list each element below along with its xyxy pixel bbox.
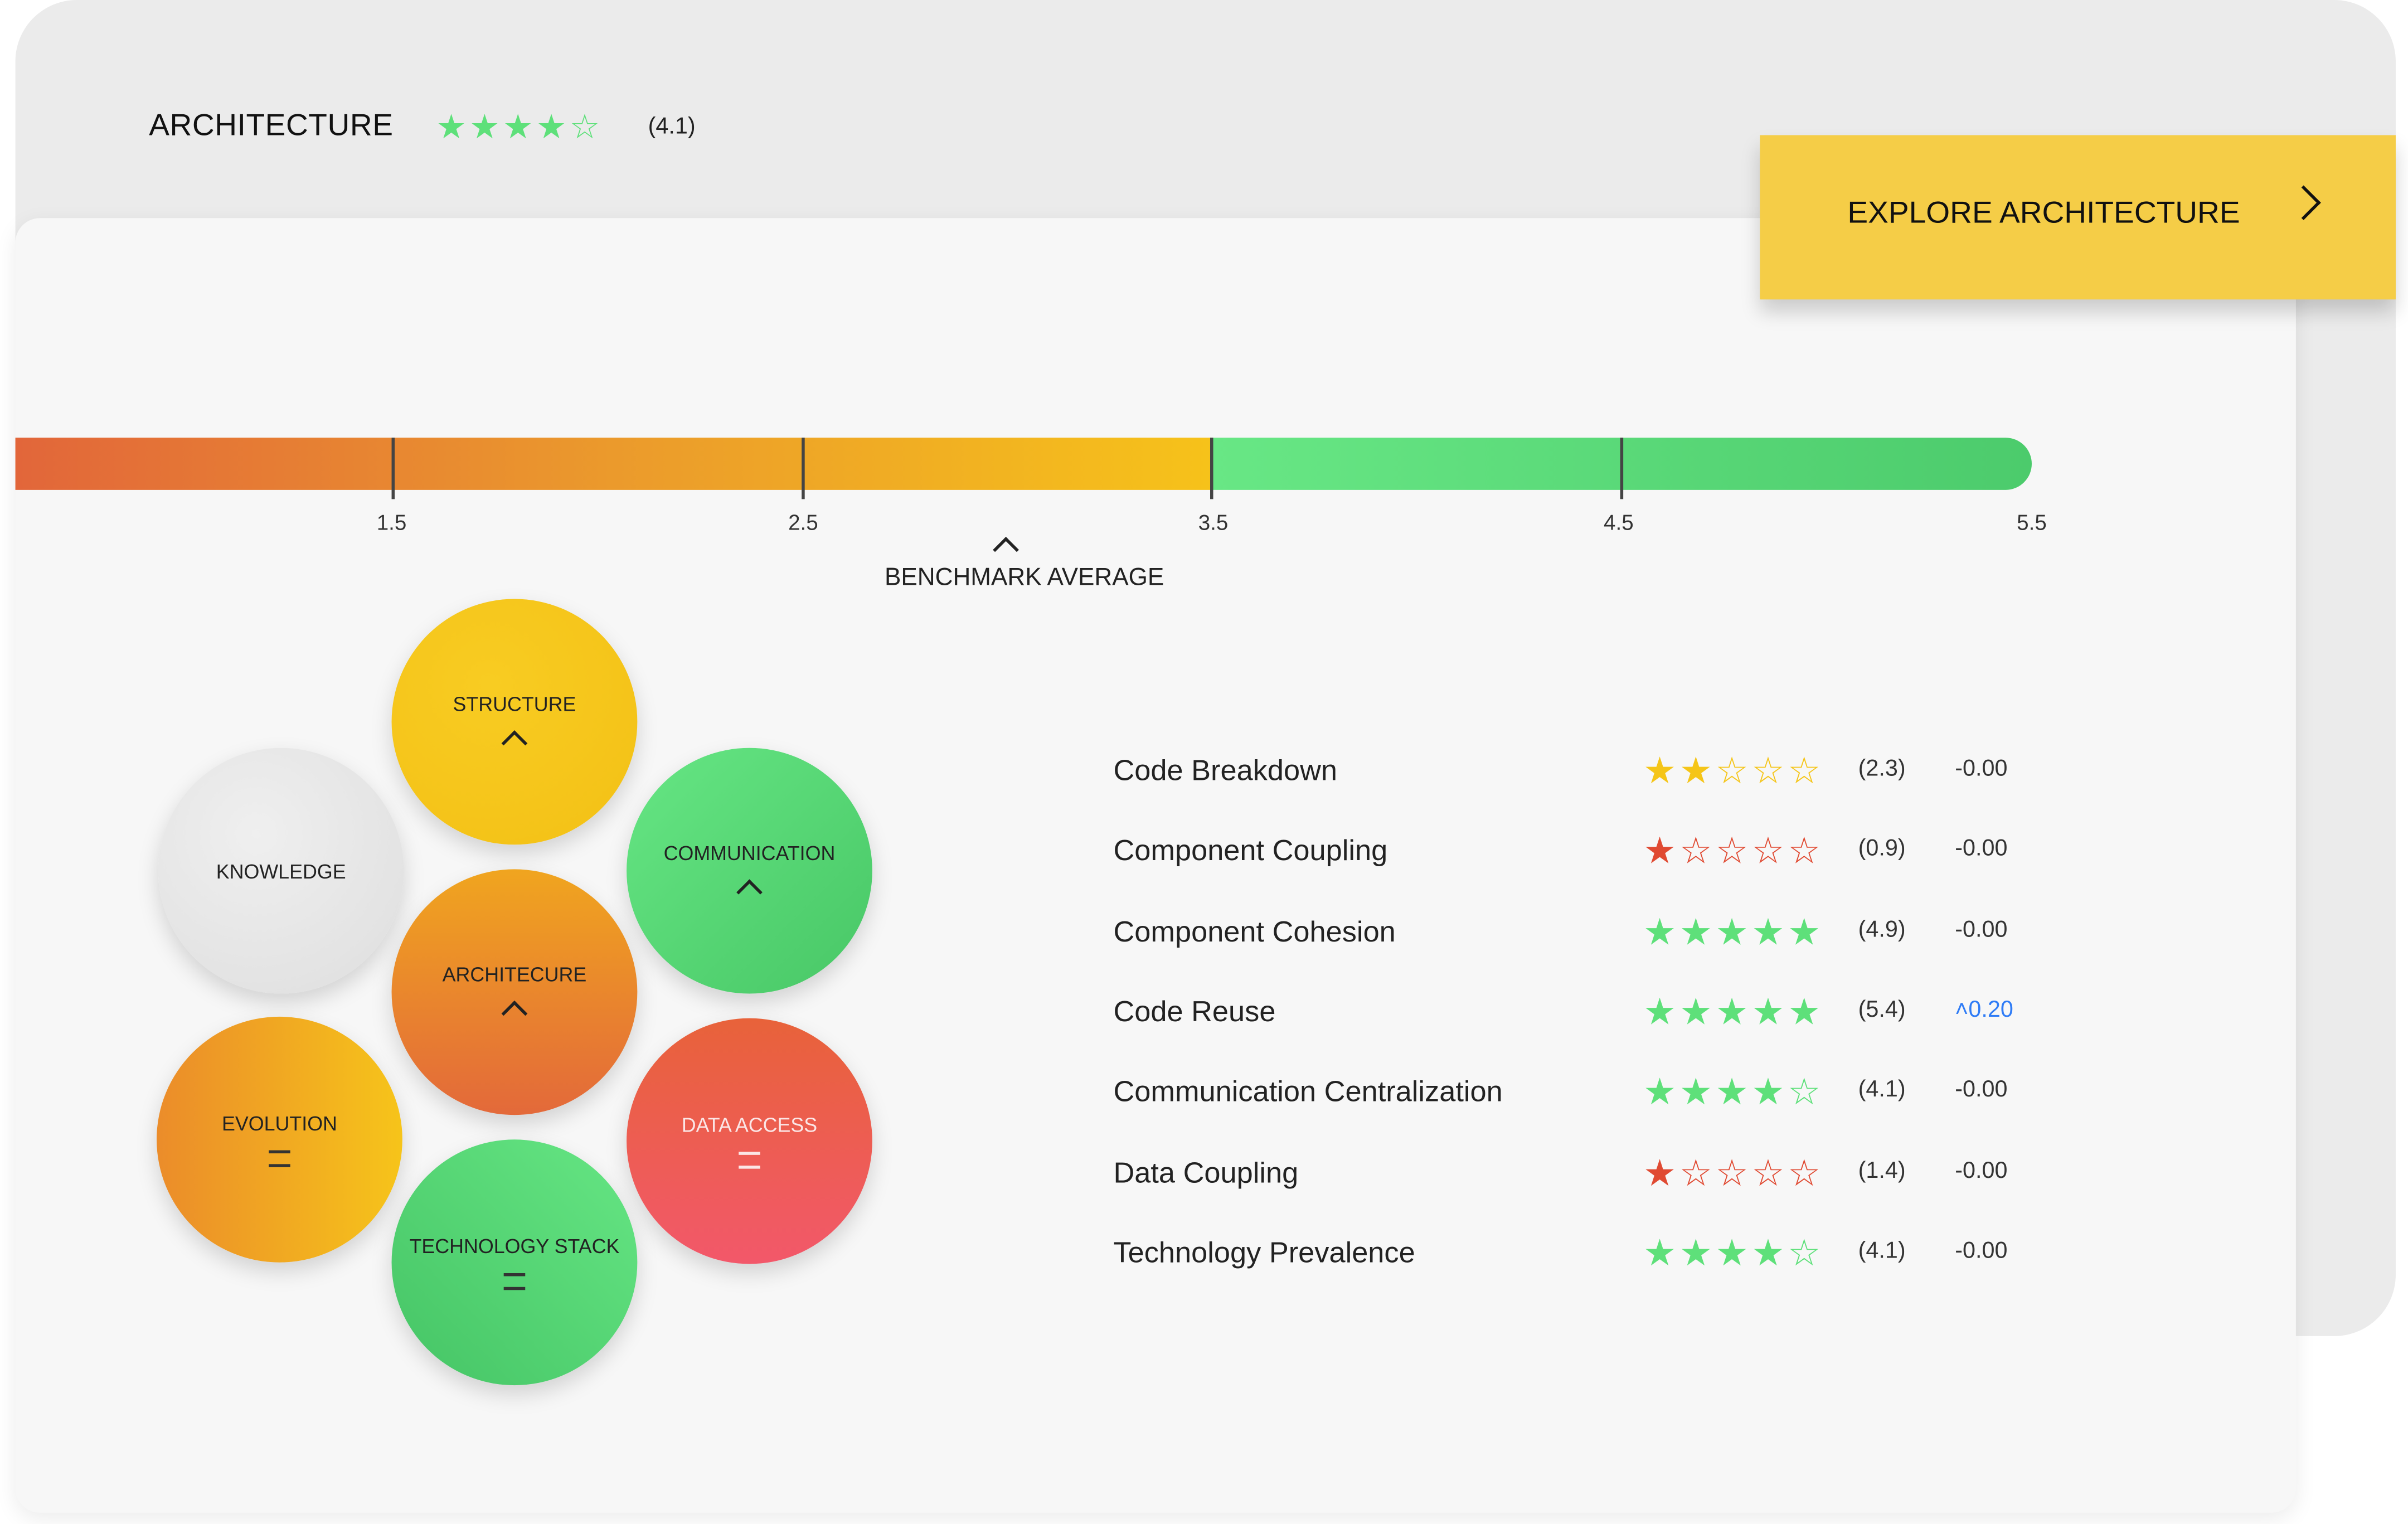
chevron-up-icon: [736, 878, 763, 905]
scale-tick: [1210, 438, 1213, 499]
tick-label: 5.5: [2017, 509, 2047, 535]
metric-row: Code Breakdown ★★☆☆☆ (2.3) -0.00: [1113, 751, 2065, 802]
circle-technology-stack[interactable]: TECHNOLOGY STACK: [391, 1139, 638, 1386]
metric-delta: -0.00: [1955, 755, 2008, 782]
tick-label: 1.5: [376, 509, 407, 535]
metric-value: (4.1): [1858, 1237, 1906, 1264]
metric-label: Communication Centralization: [1113, 1076, 1503, 1109]
metric-label: Technology Prevalence: [1113, 1237, 1415, 1270]
metric-delta: -0.00: [1955, 1237, 2008, 1264]
star-rating-icon: ★★★★★: [1643, 992, 1824, 1034]
chevron-right-icon: [2286, 185, 2321, 220]
metric-label: Code Breakdown: [1113, 755, 1338, 788]
metric-delta: -0.00: [1955, 835, 2008, 862]
metric-row: Component Cohesion ★★★★★ (4.9) -0.00: [1113, 913, 2065, 963]
circle-knowledge[interactable]: KNOWLEDGE: [158, 748, 404, 994]
tick-label: 3.5: [1198, 509, 1229, 535]
metric-row: Data Coupling ★☆☆☆☆ (1.4) -0.00: [1113, 1153, 2065, 1204]
metric-value: (0.9): [1858, 835, 1906, 862]
star-rating-icon: ★★★★☆: [1643, 1072, 1824, 1114]
metric-label: Component Cohesion: [1113, 916, 1396, 949]
metric-delta: -0.00: [1955, 1158, 2008, 1185]
tick-label: 4.5: [1604, 509, 1634, 535]
star-rating-icon: ★★☆☆☆: [1643, 751, 1824, 793]
circle-label: TECHNOLOGY STACK: [409, 1235, 620, 1258]
circle-label: EVOLUTION: [221, 1112, 337, 1135]
equal-icon: [269, 1150, 290, 1167]
tick-label: 2.5: [788, 509, 818, 535]
chevron-up-icon: [501, 999, 528, 1026]
circle-label: COMMUNICATION: [663, 841, 836, 864]
equal-icon: [503, 1273, 526, 1290]
scale-tick: [802, 438, 805, 499]
metric-row: Component Coupling ★☆☆☆☆ (0.9) -0.00: [1113, 831, 2065, 882]
circle-label: ARCHITECURE: [442, 962, 587, 986]
star-rating-icon: ★★★★☆: [436, 107, 603, 146]
rating-value: (4.1): [648, 113, 696, 140]
chevron-up-icon: [501, 729, 528, 756]
metric-value: (4.9): [1858, 916, 1906, 943]
metric-row: Code Reuse ★★★★★ (5.4) ˄0.20: [1113, 992, 2065, 1043]
metric-value: (2.3): [1858, 755, 1906, 782]
circle-label: KNOWLEDGE: [216, 859, 346, 882]
metric-value: (1.4): [1858, 1158, 1906, 1185]
metric-delta: ˄0.20: [1955, 997, 2013, 1023]
metric-value: (4.1): [1858, 1076, 1906, 1103]
star-rating-icon: ★☆☆☆☆: [1643, 831, 1824, 872]
scale-tick: [1620, 438, 1624, 499]
circle-architecture[interactable]: ARCHITECURE: [391, 869, 638, 1115]
metric-delta: -0.00: [1955, 1076, 2008, 1103]
circle-structure[interactable]: STRUCTURE: [391, 599, 638, 845]
circle-label: DATA ACCESS: [681, 1113, 818, 1137]
metric-value: (5.4): [1858, 997, 1906, 1023]
star-rating-icon: ★★★★★: [1643, 912, 1824, 954]
circle-communication[interactable]: COMMUNICATION: [627, 748, 872, 994]
scale-bar-low: [15, 438, 1212, 490]
star-rating-icon: ★★★★☆: [1643, 1233, 1824, 1275]
scale-tick: [391, 438, 395, 499]
circle-data-access[interactable]: DATA ACCESS: [627, 1018, 872, 1264]
benchmark-label: BENCHMARK AVERAGE: [884, 565, 1164, 591]
star-rating-icon: ★☆☆☆☆: [1643, 1153, 1824, 1195]
metric-label: Code Reuse: [1113, 997, 1276, 1029]
metric-row: Technology Prevalence ★★★★☆ (4.1) -0.00: [1113, 1233, 2065, 1284]
metric-label: Component Coupling: [1113, 835, 1388, 868]
circle-label: STRUCTURE: [453, 692, 576, 715]
circle-evolution[interactable]: EVOLUTION: [157, 1016, 402, 1263]
section-title: ARCHITECTURE: [149, 109, 394, 143]
metric-delta: -0.00: [1955, 916, 2008, 943]
metric-label: Data Coupling: [1113, 1158, 1299, 1191]
metric-row: Communication Centralization ★★★★☆ (4.1) -0…: [1113, 1072, 2065, 1123]
explore-architecture-button[interactable]: EXPLORE ARCHITECTURE: [1760, 135, 2396, 300]
equal-icon: [739, 1152, 760, 1169]
explore-button-label: EXPLORE ARCHITECTURE: [1847, 196, 2240, 231]
